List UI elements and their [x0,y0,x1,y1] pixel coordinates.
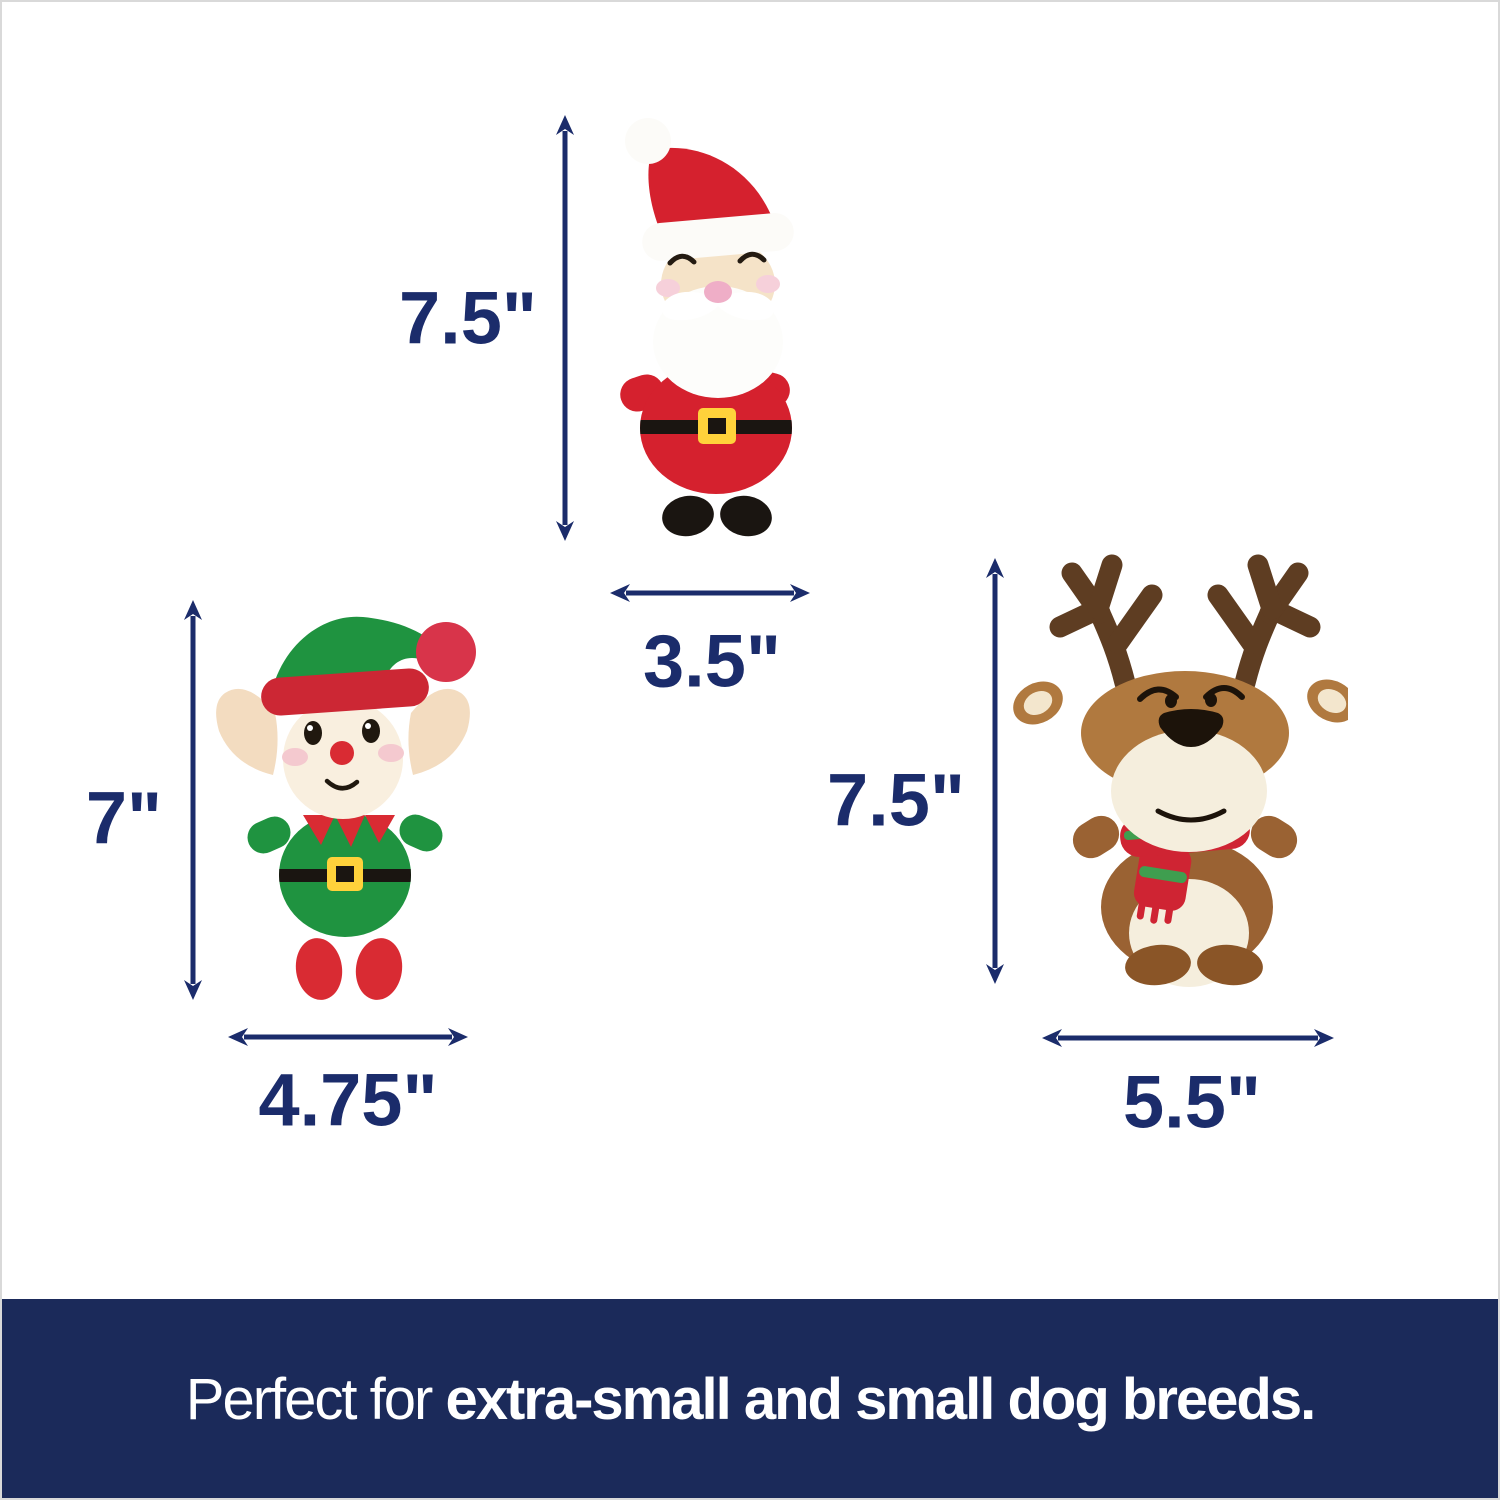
elf-hat-brim [261,668,429,716]
santa-feet [662,495,772,537]
santa-height-arrow [553,113,577,543]
santa-nose [704,281,732,303]
elf-feet [295,938,403,1000]
elf-cheeks [282,744,404,766]
santa-mustache [662,291,774,321]
elf-height-label: 7" [85,776,163,860]
elf-arms [247,814,443,854]
elf-height-arrow [181,598,205,1002]
santa-width-label: 3.5" [643,619,781,703]
vertical-arrow-icon [556,115,574,541]
reindeer-feet [1125,944,1263,986]
reindeer-nose [1158,709,1224,747]
elf-buckle [327,857,363,891]
reindeer-height-arrow [983,556,1007,986]
reindeer-antlers [1049,554,1321,694]
santa-width-arrow [608,581,812,605]
elf-nose [330,741,354,765]
elf-hat-pom [416,622,476,682]
reindeer-plush-illustration [1013,554,1348,987]
santa-height-label: 7.5" [399,276,537,360]
santa-hat-pom [625,118,671,164]
elf-width-label: 4.75" [258,1058,438,1142]
horizontal-arrow-icon [610,584,810,602]
banner-text-bold: extra-small and small dog breeds. [445,1367,1316,1432]
reindeer-smile [1155,808,1227,823]
santa-eyes [667,251,767,266]
elf-collar [303,815,395,847]
santa-buckle [698,408,736,444]
reindeer-scarf-tail [1133,843,1192,924]
reindeer-height-label: 7.5" [827,758,965,842]
reindeer-arms [1072,815,1298,859]
horizontal-arrow-icon [1042,1029,1334,1047]
elf-width-arrow [226,1025,470,1049]
santa-hat-brim [642,213,794,261]
horizontal-arrow-icon [228,1028,468,1046]
banner-text: Perfect for extra-small and small dog br… [185,1366,1316,1433]
elf-smile [324,778,360,791]
vertical-arrow-icon [986,558,1004,984]
elf-eyes [304,719,380,745]
reindeer-eyes [1137,685,1245,708]
vertical-arrow-icon [184,600,202,1000]
santa-plush-illustration [620,118,794,537]
reindeer-muzzle [1111,730,1267,852]
elf-plush-illustration [216,616,476,1000]
reindeer-ears [1013,679,1348,725]
elf-ears [216,688,470,775]
banner-text-regular: Perfect for [185,1367,446,1432]
reindeer-width-arrow [1040,1026,1336,1050]
santa-cheeks [656,275,780,297]
reindeer-width-label: 5.5" [1123,1060,1261,1144]
info-banner: Perfect for extra-small and small dog br… [0,1299,1500,1500]
